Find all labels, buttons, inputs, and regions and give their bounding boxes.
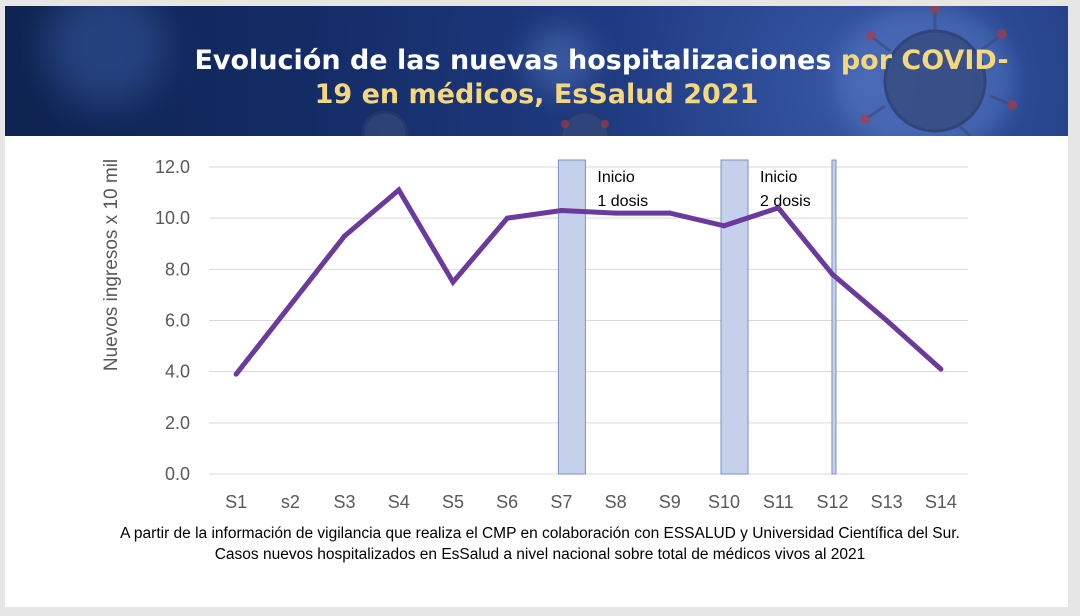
band-label-line1: Inicio xyxy=(760,169,797,186)
title-banner: Evolución de las nuevas hospitalizacione… xyxy=(5,6,1068,136)
virus-decoration-icon xyxy=(361,6,1017,136)
caption: A partir de la información de vigilancia… xyxy=(0,523,1080,565)
title-line1-highlight: por COVID- xyxy=(840,45,1009,76)
x-tick-label: S13 xyxy=(871,492,903,512)
x-tick-label: s2 xyxy=(281,492,300,512)
y-tick-label: 10.0 xyxy=(155,208,190,228)
y-tick-label: 6.0 xyxy=(165,311,190,331)
vaccination-band xyxy=(720,159,749,475)
x-tick-label: S1 xyxy=(225,492,247,512)
data-point xyxy=(667,210,673,216)
vaccination-band xyxy=(831,159,837,475)
band-label-line1: Inicio xyxy=(597,169,634,186)
data-point xyxy=(342,233,348,239)
title-line1-white: Evolución de las nuevas hospitalizacione… xyxy=(194,45,832,76)
x-tick-label: S9 xyxy=(659,492,681,512)
caption-line2: Casos nuevos hospitalizados en EsSalud a… xyxy=(214,546,866,563)
data-point xyxy=(504,215,510,221)
data-point xyxy=(450,279,456,285)
slide: Evolución de las nuevas hospitalizacione… xyxy=(5,6,1068,607)
data-point xyxy=(938,366,944,372)
caption-line1: A partir de la información de vigilancia… xyxy=(120,525,960,542)
x-tick-label: S6 xyxy=(496,492,518,512)
x-tick-label: S4 xyxy=(388,492,410,512)
data-point xyxy=(775,205,781,211)
y-tick-label: 4.0 xyxy=(165,362,190,382)
y-tick-label: 0.0 xyxy=(165,464,190,484)
band-label-line2: 1 dosis xyxy=(597,193,648,210)
data-point xyxy=(396,187,402,193)
x-tick-label: S11 xyxy=(763,492,794,512)
data-point xyxy=(884,318,890,323)
data-point xyxy=(287,302,293,308)
x-tick-label: S12 xyxy=(816,492,848,512)
vaccination-band xyxy=(557,159,586,475)
data-point xyxy=(233,371,239,377)
x-tick-label: S7 xyxy=(550,492,572,512)
y-tick-label: 12.0 xyxy=(155,157,190,177)
chart-title: Evolución de las nuevas hospitalizacione… xyxy=(5,44,1068,112)
data-point xyxy=(721,223,727,229)
y-axis-label: Nuevos ingresos x 10 mil xyxy=(101,159,122,371)
x-tick-label: S10 xyxy=(708,492,740,512)
y-tick-label: 2.0 xyxy=(165,413,190,433)
series-line xyxy=(234,186,943,376)
y-tick-label: 8.0 xyxy=(165,259,190,279)
data-point xyxy=(558,207,564,213)
x-tick-label: S5 xyxy=(442,492,464,512)
x-tick-label: S3 xyxy=(334,492,356,512)
x-tick-label: S14 xyxy=(925,492,957,512)
data-point xyxy=(613,210,619,216)
band-label-line2: 2 dosis xyxy=(760,193,811,210)
title-line2-highlight: 19 en médicos, EsSalud 2021 xyxy=(314,79,759,110)
x-tick-label: S8 xyxy=(605,492,627,512)
data-point xyxy=(829,271,835,277)
